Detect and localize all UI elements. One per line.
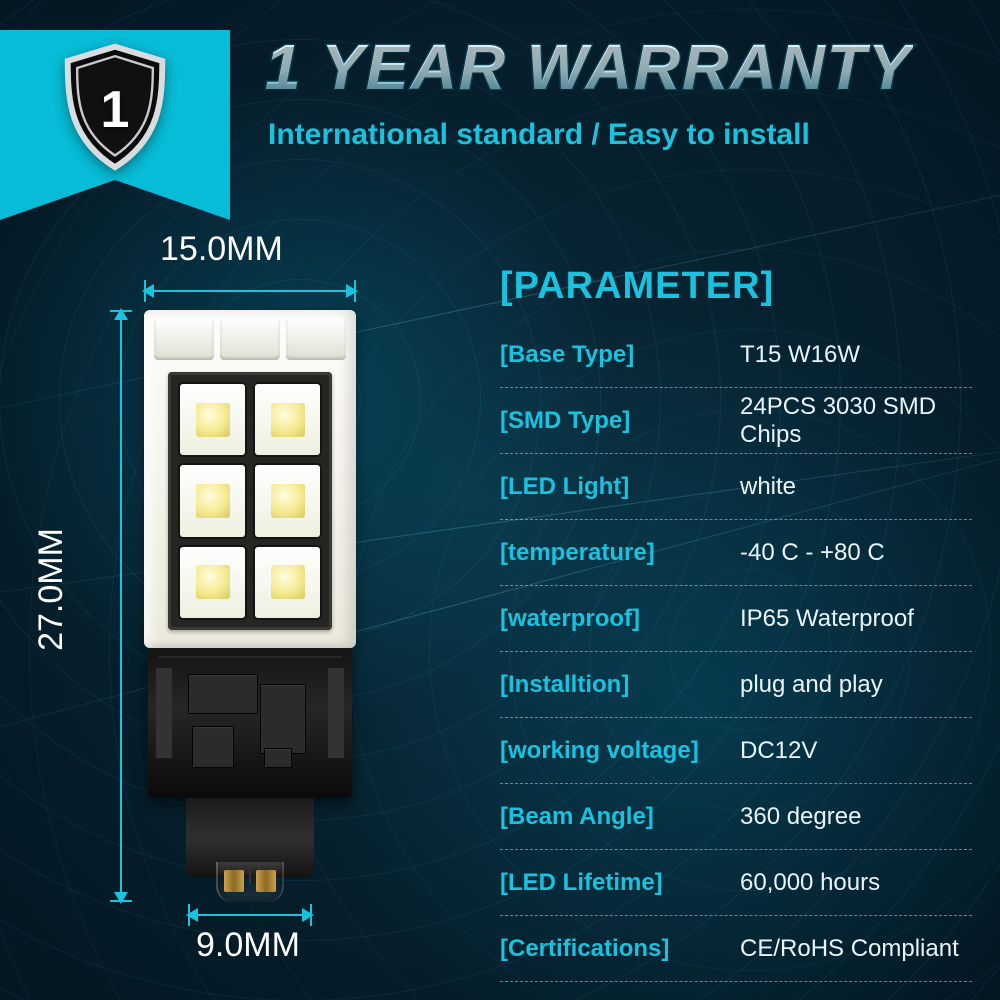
parameter-row: [temperature]-40 C - +80 C [500, 520, 972, 586]
parameter-row: [LED Lifetime]60,000 hours [500, 850, 972, 916]
parameter-key: [Base Type] [500, 341, 740, 369]
dimension-bar-bottom [188, 904, 312, 926]
parameter-key: [LED Lifetime] [500, 869, 740, 897]
parameter-key: [temperature] [500, 539, 740, 567]
parameter-row: [Beam Angle]360 degree [500, 784, 972, 850]
led-bulb-illustration [144, 310, 356, 902]
parameter-value: 360 degree [740, 803, 861, 831]
warranty-years: 1 [101, 80, 130, 140]
parameter-row: [LED Light]white [500, 454, 972, 520]
parameter-key: [working voltage] [500, 737, 740, 765]
headline: 1 YEAR WARRANTY [265, 30, 913, 104]
dimension-width-base: 9.0MM [196, 926, 300, 965]
parameter-key: [Installtion] [500, 671, 740, 699]
subheadline: International standard / Easy to install [268, 118, 810, 152]
parameter-value: CE/RoHS Compliant [740, 935, 959, 963]
dimension-height: 27.0MM [32, 528, 71, 651]
parameter-row: [Base Type]T15 W16W [500, 322, 972, 388]
parameter-row: [SMD Type]24PCS 3030 SMD Chips [500, 388, 972, 454]
parameter-row: [Installtion]plug and play [500, 652, 972, 718]
parameter-row: [Certifications]CE/RoHS Compliant [500, 916, 972, 982]
parameter-row: [waterproof]IP65 Waterproof [500, 586, 972, 652]
parameter-panel: [PARAMETER] [Base Type]T15 W16W[SMD Type… [500, 265, 972, 982]
parameter-key: [waterproof] [500, 605, 740, 633]
parameter-key: [Certifications] [500, 935, 740, 963]
parameter-value: DC12V [740, 737, 817, 765]
dimension-bar-left [110, 310, 132, 902]
warranty-shield-icon: 1 [50, 42, 180, 172]
parameter-value: T15 W16W [740, 341, 860, 369]
dimension-width-top: 15.0MM [160, 230, 283, 269]
parameter-key: [LED Light] [500, 473, 740, 501]
dimension-bar-top [144, 280, 356, 302]
parameter-key: [Beam Angle] [500, 803, 740, 831]
parameter-key: [SMD Type] [500, 407, 740, 435]
parameter-value: IP65 Waterproof [740, 605, 914, 633]
parameter-row: [working voltage]DC12V [500, 718, 972, 784]
parameter-value: -40 C - +80 C [740, 539, 885, 567]
parameter-value: 60,000 hours [740, 869, 880, 897]
parameter-title: [PARAMETER] [500, 265, 972, 308]
parameter-value: plug and play [740, 671, 883, 699]
parameter-value: 24PCS 3030 SMD Chips [740, 393, 972, 449]
parameter-value: white [740, 473, 796, 501]
product-diagram: 15.0MM 27.0MM [40, 230, 440, 970]
